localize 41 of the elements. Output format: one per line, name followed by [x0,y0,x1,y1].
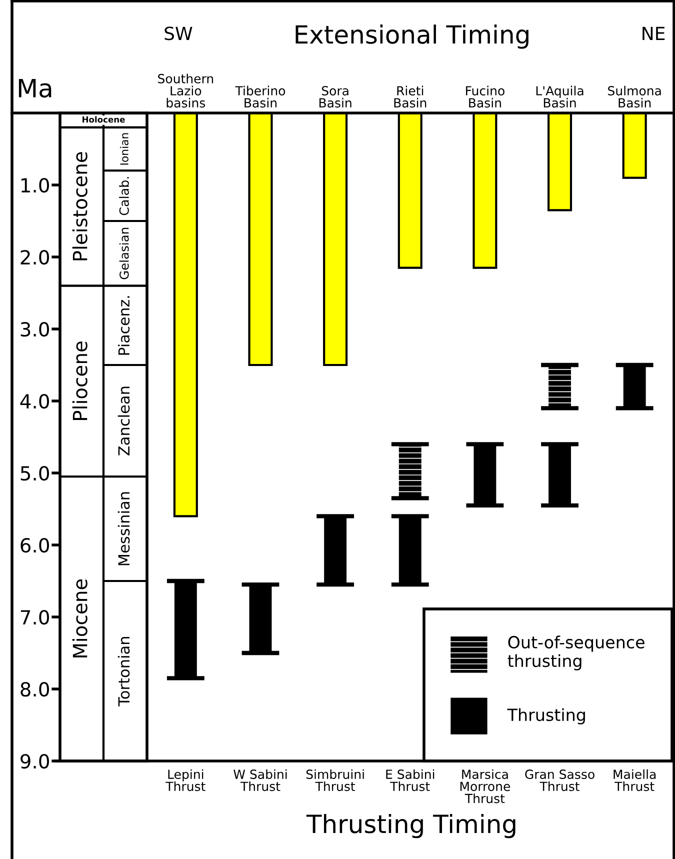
text: Tiberino Basin [235,86,286,108]
x-tick-label: Maiella Thrust [614,769,656,792]
x-tick-label: Gran Sasso Thrust [525,770,594,792]
y-tick-label: 7.0 [20,610,49,625]
text: Rieti Basin [394,86,426,108]
chart-title: Extensional Timing [296,24,528,49]
y-tick-label: 9.0 [20,754,49,769]
text: Southern Lazio basins [158,74,214,108]
text: L'Aquila Basin [536,86,584,108]
text: NE [642,26,665,40]
text: Sulmona Basin [608,86,661,108]
legend-label: Ionian [120,133,128,165]
x-tick-label: Lepini Thrust [166,769,206,792]
x-tick-label: E Sabini Thrust [386,769,434,792]
y-tick-label: 2.0 [20,250,49,265]
x-tick-label: Marsica Morrone Thrust [460,769,510,804]
series-label: Messinian [118,492,130,566]
series-label: Piacenz. [118,296,130,355]
x-axis-title: Thrusting Timing [306,814,516,838]
text: SW [164,26,192,40]
x-tick-label: Simbruini Thrust [306,769,364,792]
y-tick-label: 6.0 [20,538,49,553]
series-label: Holocene [82,116,125,123]
y-axis-title: Ma [18,78,52,98]
legend-label: Thrusting [507,708,585,724]
series-label: Pleistocene [72,152,88,260]
text: Fucino Basin [466,86,504,108]
text: Sora Basin [319,86,352,108]
y-tick-label: 5.0 [20,466,49,481]
series-label: Calab. [119,177,129,216]
series-label: Pliocene [72,342,88,420]
y-tick-label: 1.0 [21,178,49,193]
x-tick-label: W Sabini Thrust [234,769,287,792]
series-label: Zanclean [118,386,130,456]
y-tick-label: 3.0 [20,322,49,337]
y-tick-label: 4.0 [20,394,49,409]
y-tick-label: 8.0 [20,682,49,697]
series-label: Gelasian [119,228,129,280]
legend-label: Out-of-sequence thrusting [508,636,644,670]
series-label: Miocene [72,579,88,658]
series-label: Tortonian [118,636,130,706]
